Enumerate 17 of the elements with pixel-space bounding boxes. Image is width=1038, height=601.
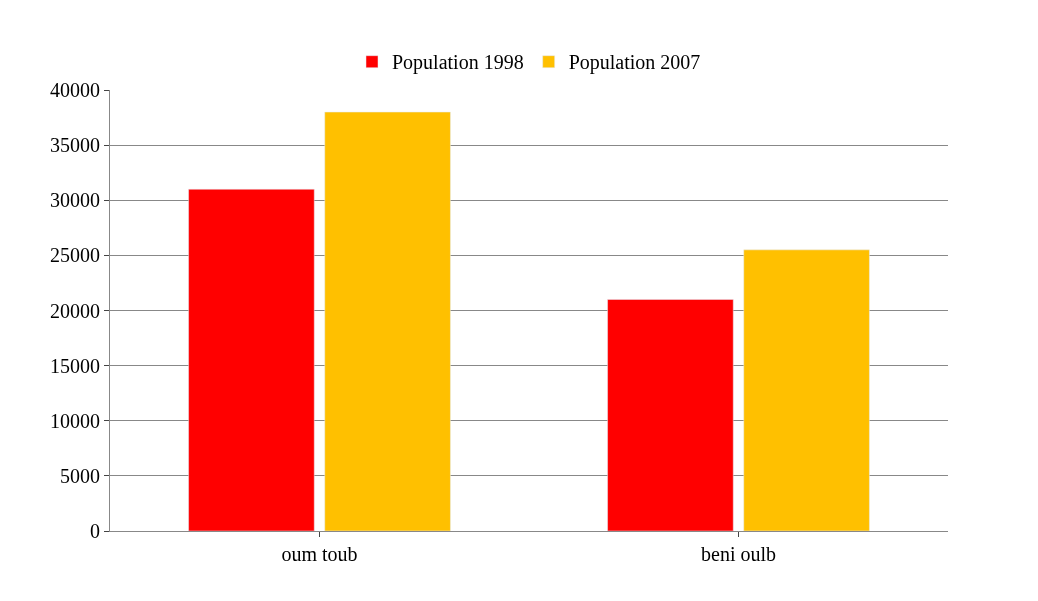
x-tick-label: oum toub xyxy=(281,543,358,565)
legend-label: Population 1998 xyxy=(392,51,524,75)
bar xyxy=(324,111,451,531)
bar xyxy=(607,299,734,531)
y-tick-label: 30000 xyxy=(50,189,100,212)
y-tick-label: 20000 xyxy=(50,299,100,322)
y-tick-label: 25000 xyxy=(50,244,100,267)
x-tick-label: beni oulb xyxy=(701,543,776,565)
y-tick-label: 35000 xyxy=(50,134,100,157)
bar xyxy=(188,188,315,531)
y-tick-label: 0 xyxy=(90,520,100,542)
y-tick-label: 5000 xyxy=(60,464,100,487)
y-tick-label: 15000 xyxy=(50,354,100,377)
y-tick-label: 40000 xyxy=(50,79,100,101)
y-tick-label: 10000 xyxy=(50,409,100,432)
bar xyxy=(743,249,870,531)
legend-label: Population 2007 xyxy=(568,51,701,75)
